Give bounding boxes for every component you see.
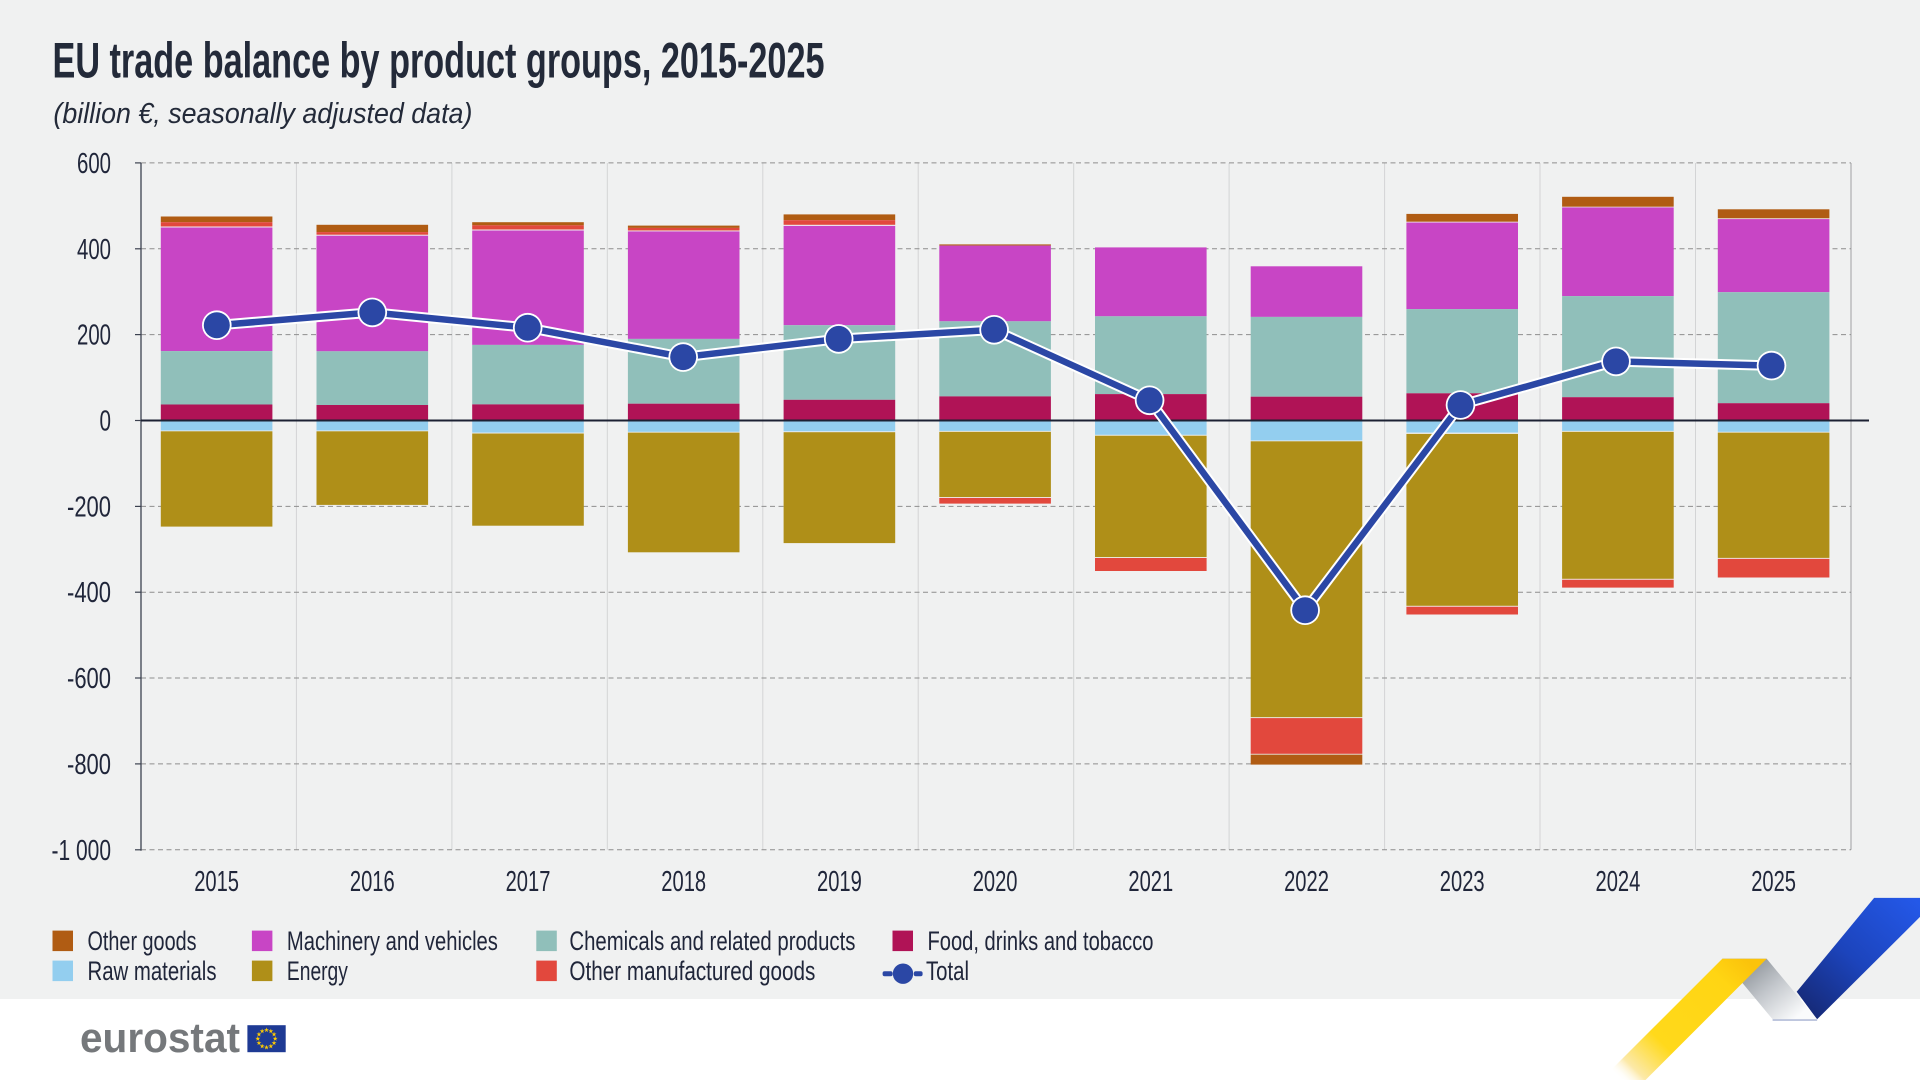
svg-text:Raw materials: Raw materials — [88, 956, 217, 986]
svg-text:Food, drinks and tobacco: Food, drinks and tobacco — [928, 926, 1154, 956]
svg-text:2022: 2022 — [1284, 866, 1329, 898]
svg-text:EU trade balance by product gr: EU trade balance by product groups, 2015… — [53, 32, 825, 88]
svg-text:600: 600 — [77, 148, 111, 180]
svg-text:Energy: Energy — [287, 956, 348, 986]
svg-text:200: 200 — [77, 320, 111, 352]
svg-text:2025: 2025 — [1751, 866, 1796, 898]
svg-text:-1 000: -1 000 — [52, 835, 112, 867]
svg-text:0: 0 — [100, 406, 112, 438]
svg-text:2023: 2023 — [1440, 866, 1485, 898]
svg-text:2017: 2017 — [506, 866, 551, 898]
svg-text:-600: -600 — [67, 663, 111, 695]
svg-text:Other manufactured goods: Other manufactured goods — [569, 956, 815, 986]
svg-text:-200: -200 — [67, 491, 111, 523]
svg-text:-400: -400 — [67, 577, 111, 609]
svg-text:2016: 2016 — [350, 866, 395, 898]
svg-text:400: 400 — [77, 234, 111, 266]
svg-text:2021: 2021 — [1128, 866, 1173, 898]
svg-text:2024: 2024 — [1596, 866, 1641, 898]
svg-text:-800: -800 — [67, 749, 111, 781]
svg-text:2015: 2015 — [194, 866, 239, 898]
svg-text:2018: 2018 — [661, 866, 706, 898]
svg-text:Machinery and vehicles: Machinery and vehicles — [287, 926, 498, 956]
svg-text:Chemicals and related products: Chemicals and related products — [569, 926, 855, 956]
svg-text:eurostat: eurostat — [80, 1014, 240, 1061]
svg-text:2019: 2019 — [817, 866, 862, 898]
svg-text:Other goods: Other goods — [88, 926, 197, 956]
svg-text:(billion €, seasonally adjuste: (billion €, seasonally adjusted data) — [53, 98, 472, 130]
svg-text:2020: 2020 — [973, 866, 1018, 898]
svg-text:Total: Total — [926, 956, 969, 986]
